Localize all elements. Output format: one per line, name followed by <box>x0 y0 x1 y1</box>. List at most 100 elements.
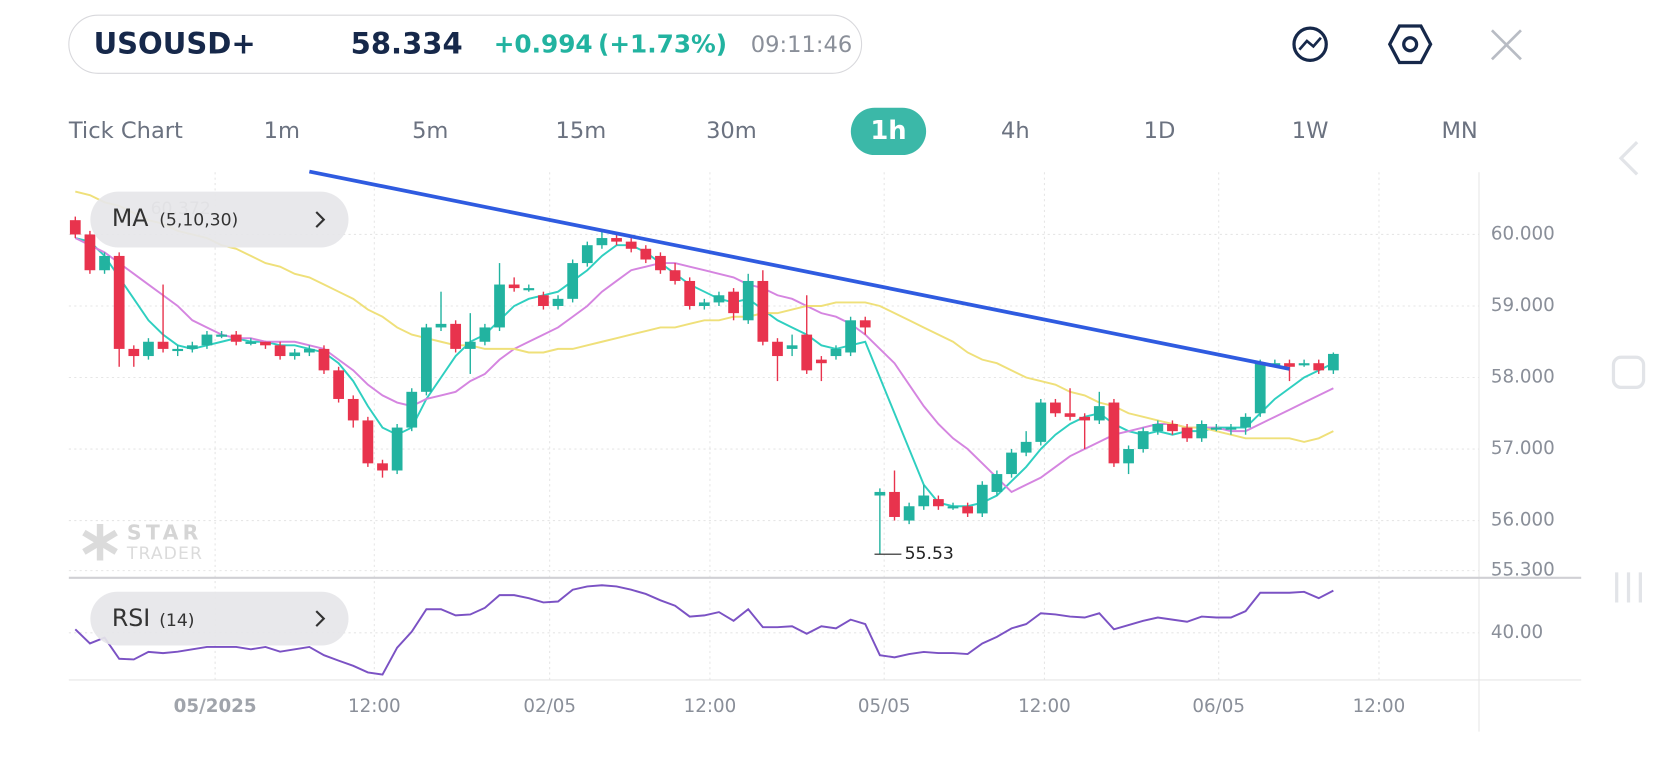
y-tick-label: 56.000 <box>1491 510 1555 531</box>
time: 09:11:46 <box>751 32 852 58</box>
candle-body <box>991 474 1003 492</box>
candle-body <box>333 370 344 399</box>
indicator-button[interactable] <box>1292 26 1328 62</box>
candle-body <box>611 238 622 242</box>
candle-body <box>186 345 198 349</box>
watermark-trader: TRADER <box>126 544 203 564</box>
candle-body <box>201 334 213 346</box>
side-square[interactable] <box>1611 355 1646 389</box>
candle-body <box>435 323 447 328</box>
candle-body <box>99 255 110 271</box>
candle-body <box>581 245 593 264</box>
timeframe[interactable]: 30m <box>706 118 757 144</box>
candle-body <box>84 234 96 271</box>
candle-body <box>216 334 227 337</box>
close-button[interactable] <box>1490 29 1522 61</box>
price-chart: 05/2025 12:00 02/05 12:00 05/05 12:00 06/05 12:… <box>68 169 1582 732</box>
candle-body <box>1240 416 1251 428</box>
ma-params: (5,10,30) <box>159 211 238 231</box>
ma-line <box>75 190 1334 443</box>
x-tick-label: 12:00 <box>1018 696 1071 717</box>
candle-body <box>947 506 959 509</box>
candle-body <box>596 238 608 246</box>
rsi-tick-label: 40.00 <box>1491 622 1543 643</box>
candle-body <box>523 288 535 291</box>
timeframe[interactable]: 1m <box>264 118 300 144</box>
candle-body <box>289 352 301 357</box>
rsi-label: RSI <box>112 604 150 632</box>
candle-body <box>69 220 81 235</box>
timeframe[interactable]: 4h <box>1001 118 1030 144</box>
candle-body <box>1123 449 1134 464</box>
timeframe-active <box>850 107 927 156</box>
timeframe[interactable]: 15m <box>555 118 606 144</box>
y-tick-label: 60.000 <box>1491 223 1555 244</box>
candle-body <box>1181 427 1193 439</box>
candle-body <box>157 341 169 349</box>
side-arrow[interactable] <box>1618 140 1639 176</box>
candle-body <box>772 341 783 357</box>
candle-body <box>625 241 637 249</box>
timeframe[interactable]: 1D <box>1144 118 1176 144</box>
candle-body <box>552 298 564 306</box>
candle-body <box>713 295 725 303</box>
candle-body <box>1225 427 1237 430</box>
candle-body <box>128 348 140 357</box>
candle-body <box>1152 423 1164 432</box>
rsi-line <box>74 584 1334 676</box>
ma-badge[interactable]: MA (5,10,30) <box>90 191 349 248</box>
candle-body <box>786 345 798 349</box>
x-tick-label: 05/05 <box>858 696 911 717</box>
candle-body <box>757 280 769 342</box>
x-tick-label: 12:00 <box>684 696 737 717</box>
candle-body <box>538 295 549 306</box>
candle-body <box>655 255 666 271</box>
y-tick-label: 58.000 <box>1491 367 1555 388</box>
candle-body <box>1254 363 1266 414</box>
candle-body <box>1137 431 1149 450</box>
candle-body <box>698 302 710 306</box>
quote-box <box>68 14 863 74</box>
candle-body <box>362 420 374 464</box>
watermark-star: STAR <box>127 521 203 545</box>
rsi-params: (14) <box>159 611 194 631</box>
candle-body <box>1313 363 1325 371</box>
candle-body <box>845 320 856 353</box>
ma-label: MA <box>112 204 149 232</box>
candle-body <box>1035 402 1047 442</box>
candle-body <box>640 248 652 260</box>
y-tick-label: 55.300 <box>1491 560 1555 581</box>
symbol: USOUSD+ <box>94 26 256 60</box>
candle-body <box>479 327 491 342</box>
x-tick-label: 02/05 <box>523 696 576 717</box>
timeframe[interactable]: 5m <box>412 118 448 144</box>
timeframe[interactable]: MN <box>1441 118 1477 144</box>
timeframe[interactable]: Tick Chart <box>68 118 183 144</box>
candle-body <box>113 255 125 349</box>
candle-body <box>742 280 754 321</box>
change: +0.994 <box>494 29 593 58</box>
y-tick-label: 59.000 <box>1491 295 1555 316</box>
candle-body <box>494 284 505 328</box>
candle-body <box>669 270 681 281</box>
settings-button[interactable] <box>1387 24 1433 65</box>
y-tick-label: 57.000 <box>1491 438 1555 459</box>
candle-body <box>1167 423 1178 432</box>
candle-body <box>859 320 871 328</box>
timeframe[interactable]: 1h <box>870 116 906 146</box>
change-pct: (+1.73%) <box>598 29 727 58</box>
side-bars[interactable] <box>1615 572 1642 603</box>
candle-body <box>1079 416 1091 421</box>
rsi-badge[interactable]: RSI (14) <box>90 591 349 646</box>
candle-body <box>1006 452 1017 475</box>
candle-body <box>889 491 900 517</box>
candle-body <box>801 334 813 371</box>
ma-line <box>74 237 1334 494</box>
price: 58.334 <box>351 26 463 60</box>
timeframe[interactable]: 1W <box>1292 118 1329 144</box>
watermark: STAR TRADER <box>82 521 203 564</box>
candle-body <box>728 291 739 314</box>
candle-body <box>903 506 915 521</box>
candle-body <box>962 506 974 514</box>
